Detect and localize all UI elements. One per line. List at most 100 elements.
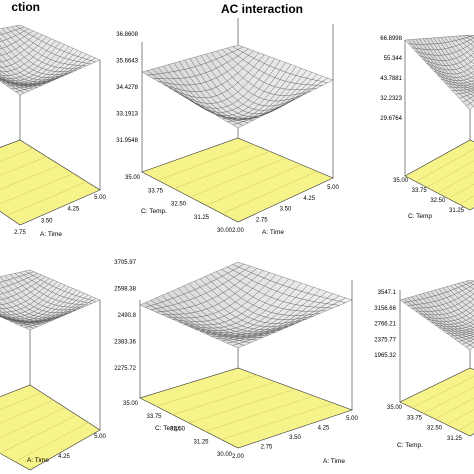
surface-cell (470, 100, 474, 107)
floor-contour-line (423, 386, 474, 414)
z-tick-label: 31.9548 (116, 138, 138, 144)
y-tick-label: 30.00 (217, 452, 233, 458)
x-tick-label: 3.50 (289, 435, 301, 441)
surface-cell (91, 298, 101, 302)
z-tick-label: 2598.38 (114, 287, 136, 293)
surface-cell (338, 297, 353, 303)
x-tick-label: 5.00 (94, 195, 106, 201)
y-tick-label: 31.25 (193, 439, 209, 445)
y-tick-label: 35.00 (393, 178, 409, 184)
z-tick-label: 2766.21 (374, 322, 396, 328)
floor-contour-line (157, 144, 254, 181)
y-tick-label: 31.25 (447, 436, 463, 442)
floor-contour-line (411, 376, 474, 408)
z-tick-label: 3705.97 (114, 260, 136, 266)
surface-cell (469, 288, 474, 294)
floor-contour-line (458, 421, 474, 431)
z-tick-label: 29.6764 (380, 116, 402, 122)
y-tick-label: 32.50 (171, 202, 187, 208)
surface-cell (469, 334, 474, 337)
y-tick-label: 33.75 (148, 188, 164, 194)
y-axis-label: C: Temp. (141, 208, 167, 215)
surface-cell (470, 41, 474, 47)
z-tick-label: 2383.36 (114, 340, 136, 346)
x-tick-label: 2.75 (256, 217, 268, 223)
response-surface (141, 44, 334, 129)
x-tick-label: 2.00 (232, 454, 244, 460)
floor-contour-line (0, 399, 54, 424)
y-tick-label: 35.00 (125, 175, 141, 181)
floor-contour-line (459, 195, 474, 205)
surface-cell (466, 49, 474, 56)
x-tick-label: 4.25 (318, 426, 330, 432)
z-tick-label: 3156.66 (374, 306, 396, 312)
panel-top-left: ction 2.75 3.50 4.25 5.00 A: Time (0, 0, 106, 238)
contour-floor (0, 384, 101, 471)
surface-cell (466, 84, 474, 87)
z-tick-label: 2275.72 (114, 366, 136, 372)
surface-cell (467, 61, 474, 68)
z-tick-label: 55.344 (384, 56, 403, 62)
y-tick-label: 31.25 (449, 208, 465, 214)
floor-contour-line (434, 397, 474, 420)
surface-cell (469, 342, 474, 348)
y-tick-label: 33.75 (412, 188, 428, 194)
z-tick-label: 66.8998 (380, 36, 402, 42)
x-axis-label: A: Time (323, 458, 345, 465)
floor-contour-line (173, 151, 270, 189)
x-tick-label: 5.00 (327, 185, 339, 191)
contour-floor (139, 367, 353, 449)
surface-cell (470, 89, 474, 93)
floor-contour-line (0, 392, 42, 411)
x-tick-label: 3.50 (280, 207, 292, 213)
floor-contour-line (0, 173, 74, 205)
z-tick-label: 3547.1 (378, 290, 397, 296)
y-axis-label: C: Temp. (397, 442, 423, 449)
panel-bottom-right: 35.00 33.75 32.50 31.25 C: Temp. 1965.32 2375.… (374, 279, 474, 449)
surface-cell (469, 320, 474, 325)
surface-cell (466, 97, 474, 104)
surface-cell (469, 280, 474, 285)
floor-contour-line (0, 164, 61, 190)
floor-contour-line (6, 181, 87, 217)
response-surface (139, 261, 353, 349)
floor-contour-line (14, 422, 89, 462)
panel-title: ction (11, 0, 40, 14)
surface-cell (469, 324, 474, 328)
floor-contour-line (448, 183, 474, 199)
y-axis-label: C: Temp (408, 213, 432, 220)
surface-cell (469, 35, 474, 39)
surface-cell (469, 310, 474, 316)
surface-cell (469, 293, 474, 300)
floor-contour-line (205, 164, 302, 206)
x-tick-label: 3.50 (41, 218, 53, 224)
surface-cell (469, 298, 474, 306)
floor-contour-line (426, 160, 474, 188)
response-surface (404, 34, 474, 111)
y-tick-label: 32.50 (430, 198, 446, 204)
response-surface (0, 269, 101, 331)
z-tick-label: 36.8608 (116, 32, 138, 38)
z-tick-label: 32.2323 (380, 96, 402, 102)
x-tick-label: 5.00 (94, 434, 106, 440)
z-tick-label: 2375.77 (374, 337, 396, 343)
floor-contour-line (415, 148, 474, 182)
floor-contour-line (188, 388, 296, 424)
z-tick-label: 33.1913 (116, 112, 138, 118)
response-surface (0, 24, 101, 96)
panel-top-middle: AC interaction 2.00 2.75 3.50 4.25 5.00 A: Tim… (116, 2, 339, 236)
floor-contour-line (0, 414, 77, 454)
surface-cell (470, 46, 474, 53)
x-tick-label: 4.25 (67, 207, 79, 213)
x-axis-label: A: Time (27, 457, 49, 464)
floor-contour-line (221, 402, 334, 440)
surface-cell (470, 95, 474, 101)
x-axis-label: A: Time (262, 229, 284, 236)
floor-contour-line (172, 381, 277, 415)
y-tick-label: 35.00 (387, 405, 403, 411)
z-tick-label: 35.6643 (116, 59, 138, 65)
surface-cell (470, 92, 474, 96)
surface-cell (469, 339, 474, 343)
surface-cell (469, 329, 474, 333)
y-tick-label: 31.25 (194, 215, 210, 221)
